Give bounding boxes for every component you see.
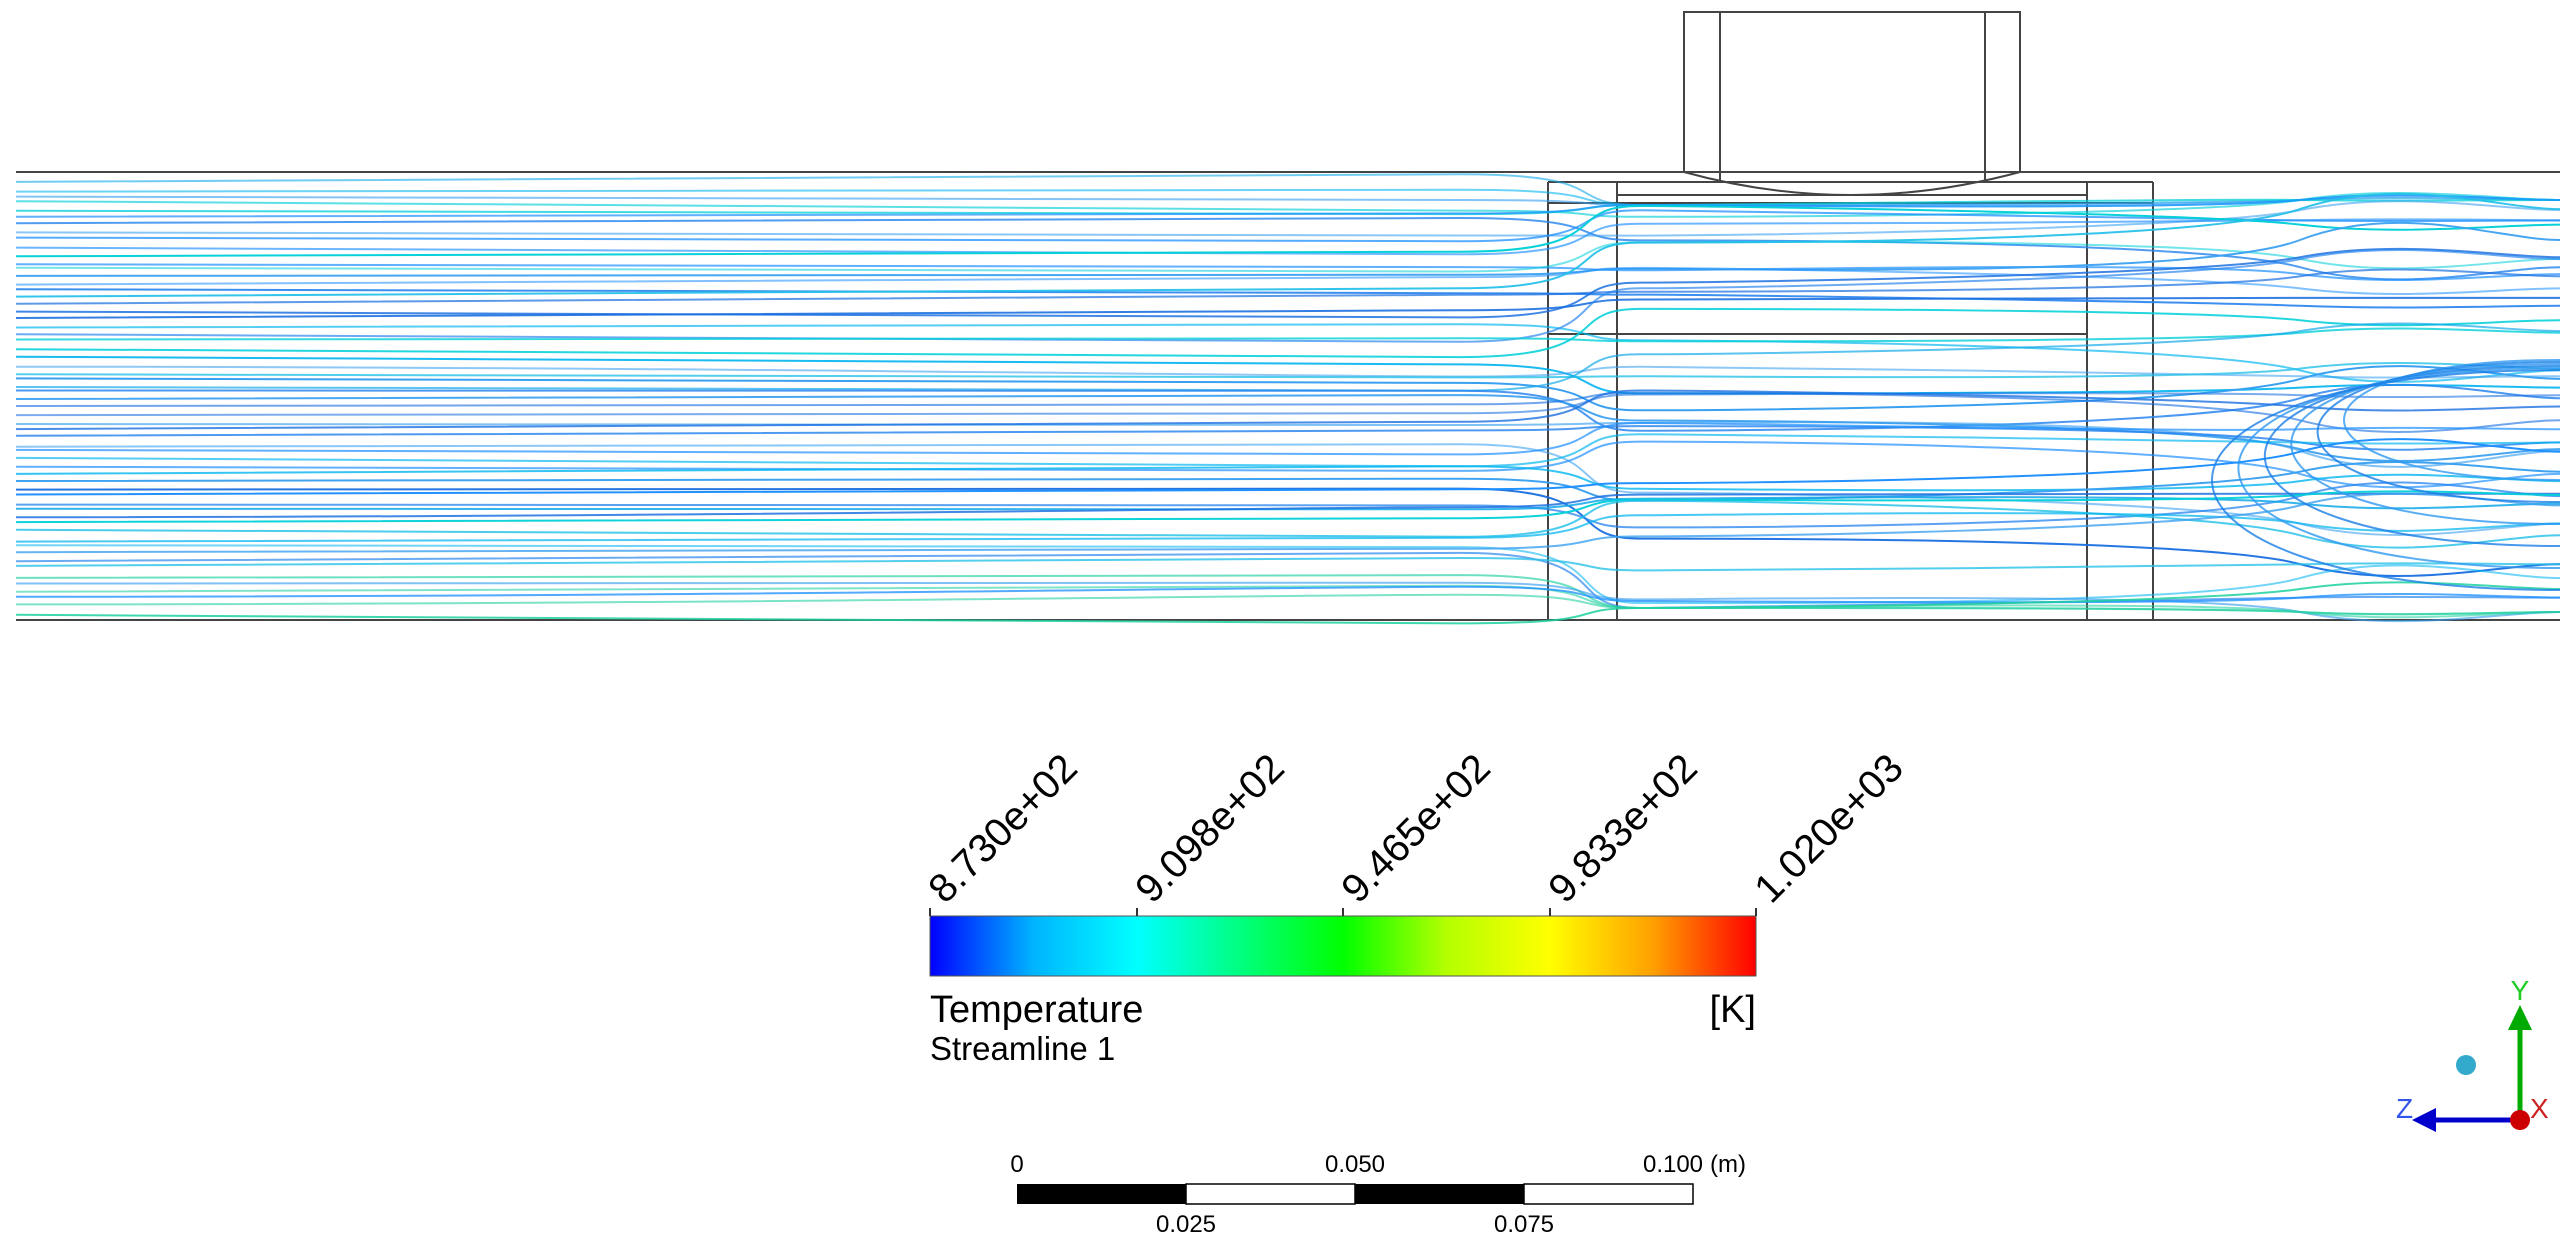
y-axis-label: Y bbox=[2511, 975, 2530, 1006]
streamline bbox=[15, 322, 2561, 392]
top-housing bbox=[1683, 11, 2021, 196]
color-legend: 8.730e+02 9.098e+02 9.465e+02 9.833e+02 … bbox=[920, 746, 1912, 1067]
recirculation-streamline bbox=[2343, 359, 2561, 481]
streamline bbox=[15, 544, 2561, 605]
streamline bbox=[15, 194, 2561, 218]
colorbar-tick-label: 1.020e+03 bbox=[1746, 746, 1912, 912]
streamline bbox=[15, 492, 2561, 554]
colorbar-ticks bbox=[929, 908, 1757, 916]
streamline bbox=[15, 512, 2561, 543]
z-arrow-head-icon bbox=[2412, 1108, 2436, 1132]
colorbar-tick-label: 9.465e+02 bbox=[1333, 746, 1499, 912]
streamline bbox=[15, 461, 2561, 502]
recirculation-streamline bbox=[2211, 369, 2561, 591]
recirculation-streamline bbox=[2316, 361, 2561, 503]
legend-variable: Temperature bbox=[930, 989, 1143, 1031]
streamline bbox=[15, 204, 2561, 258]
streamline bbox=[15, 421, 2561, 456]
legend-unit: [K] bbox=[1710, 989, 1756, 1031]
scale-unit: (m) bbox=[1710, 1151, 1746, 1178]
streamline bbox=[15, 585, 2561, 604]
streamline bbox=[15, 490, 2561, 524]
streamline bbox=[15, 362, 2561, 379]
streamline bbox=[15, 391, 2561, 433]
geometry-outline bbox=[16, 11, 2560, 621]
streamline bbox=[15, 209, 2561, 243]
recirculation-streamline bbox=[2263, 365, 2561, 547]
streamline bbox=[15, 438, 2561, 496]
streamline bbox=[15, 365, 2561, 379]
scale-label-top: 0.050 bbox=[1325, 1151, 1385, 1178]
x-axis-point-icon bbox=[2510, 1110, 2530, 1130]
streamline bbox=[15, 365, 2561, 412]
streamline bbox=[15, 218, 2561, 256]
streamline bbox=[15, 551, 2561, 610]
scale-label-top: 0.100 bbox=[1643, 1151, 1703, 1178]
streamline bbox=[15, 383, 2561, 432]
streamline bbox=[15, 574, 2561, 616]
x-axis-label: X bbox=[2530, 1093, 2549, 1124]
colorbar bbox=[929, 915, 1757, 977]
colorbar-tick-label: 9.098e+02 bbox=[1127, 746, 1293, 912]
scale-label-top: 0 bbox=[1010, 1151, 1023, 1178]
scale-label-bottom: 0.025 bbox=[1156, 1211, 1216, 1238]
streamline bbox=[15, 327, 2561, 343]
z-axis-label: Z bbox=[2396, 1093, 2413, 1124]
scale-bar: 0 0.050 0.100 (m) 0.025 0.075 bbox=[1010, 1151, 1746, 1238]
scale-label-bottom: 0.075 bbox=[1494, 1211, 1554, 1238]
streamline bbox=[15, 496, 2561, 511]
streamline bbox=[15, 323, 2561, 383]
streamline bbox=[15, 593, 2561, 616]
colorbar-tick-label: 8.730e+02 bbox=[920, 746, 1086, 912]
streamline bbox=[15, 440, 2561, 489]
legend-object-name: Streamline 1 bbox=[930, 1030, 1115, 1067]
axis-triad[interactable]: Y Z X bbox=[2396, 975, 2549, 1132]
y-arrow-head-icon bbox=[2508, 1005, 2532, 1030]
streamline bbox=[15, 394, 2561, 462]
streamline bbox=[15, 492, 2561, 519]
colorbar-tick-label: 9.833e+02 bbox=[1540, 746, 1706, 912]
streamline bbox=[15, 288, 2561, 309]
view-origin-dot-icon bbox=[2456, 1055, 2476, 1075]
streamlines bbox=[15, 173, 2561, 625]
